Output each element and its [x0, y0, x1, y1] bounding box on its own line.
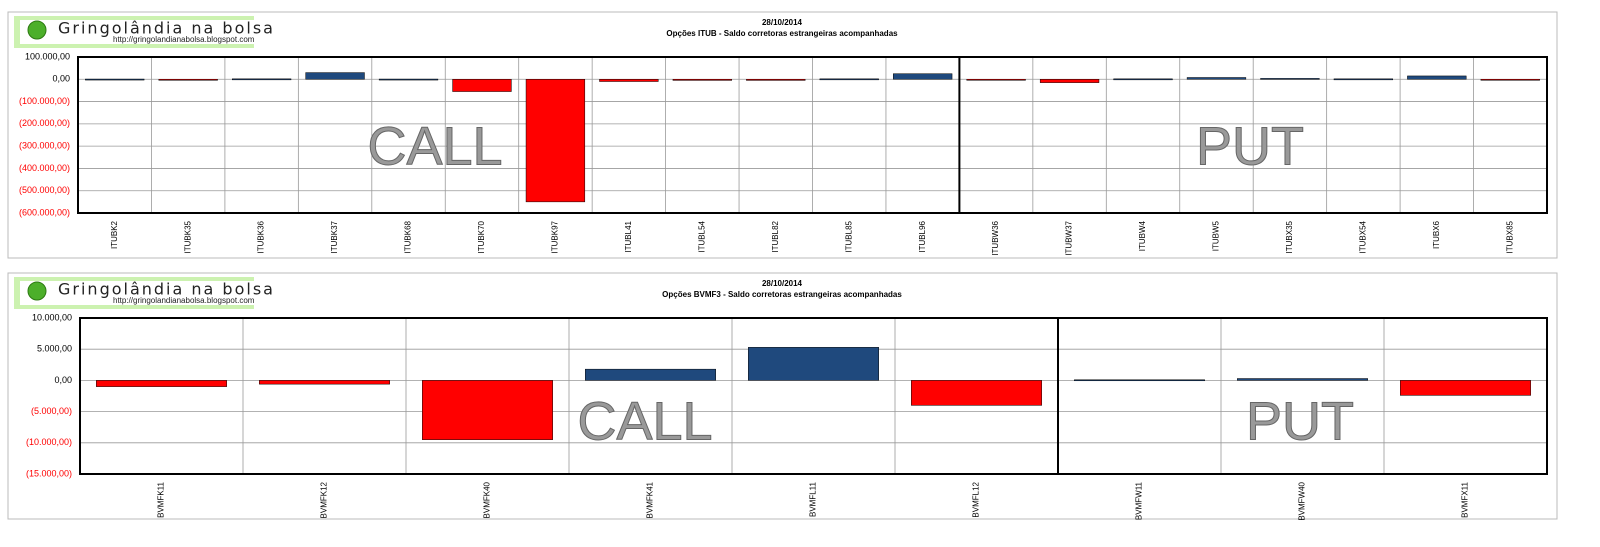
x-tick-label: BVMFK40: [483, 481, 492, 518]
y-tick-label: (200.000,00): [19, 118, 70, 128]
bar: [1407, 75, 1467, 80]
y-tick-label: (5.000,00): [31, 406, 72, 416]
bar: [1260, 78, 1320, 80]
logo-url: http://gringolandianabolsa.blogspot.com: [113, 296, 255, 305]
chart-subtitle: Opções BVMF3 - Saldo corretoras estrange…: [662, 290, 902, 299]
bar: [911, 380, 1042, 406]
logo-inner: [20, 281, 254, 305]
logo-url: http://gringolandianabolsa.blogspot.com: [113, 35, 255, 44]
y-tick-label: 5.000,00: [37, 344, 72, 354]
x-tick-label: ITUBK37: [330, 220, 339, 253]
panel: [7, 11, 1558, 259]
x-tick-label: BVMFX11: [1461, 481, 1470, 517]
bar: [966, 79, 1026, 81]
bar: [1074, 379, 1205, 382]
y-tick-label: (100.000,00): [19, 96, 70, 106]
x-tick-label: ITUBW4: [1138, 220, 1147, 251]
y-tick-label: (300.000,00): [19, 141, 70, 151]
bar: [525, 79, 586, 203]
bar: [893, 73, 953, 80]
y-tick-label: 100.000,00: [25, 51, 70, 61]
bar: [1039, 79, 1100, 83]
y-tick-label: 10.000,00: [32, 312, 72, 322]
plot-frame: [79, 317, 1548, 475]
bar: [305, 72, 365, 80]
x-tick-label: BVMFK11: [157, 481, 166, 517]
x-tick-label: ITUBW37: [1065, 220, 1074, 255]
x-tick-label: ITUBK97: [551, 220, 560, 253]
x-tick-label: ITUBW36: [991, 220, 1000, 255]
bar: [1186, 77, 1247, 80]
bar: [1480, 79, 1540, 81]
x-tick-label: ITUBX85: [1505, 220, 1514, 253]
x-tick-label: BVMFK41: [646, 481, 655, 518]
x-tick-label: ITUBL82: [771, 220, 780, 252]
x-tick-label: ITUBW5: [1212, 220, 1221, 251]
x-tick-label: ITUBL85: [844, 220, 853, 252]
x-tick-label: BVMFK12: [320, 481, 329, 518]
chart-subtitle: Opções ITUB - Saldo corretoras estrangei…: [666, 29, 898, 38]
y-tick-label: 0,00: [52, 74, 70, 84]
plot-frame: [77, 56, 1548, 214]
x-tick-label: ITUBL41: [624, 220, 633, 252]
x-tick-label: ITUBX35: [1285, 220, 1294, 253]
x-tick-label: ITUBL96: [918, 220, 927, 252]
logo-title: Gringolândia na bolsa: [58, 19, 275, 38]
x-tick-label: ITUBK35: [183, 220, 192, 253]
annotation: PUT: [1196, 116, 1304, 176]
bar: [259, 380, 390, 385]
bar: [1113, 78, 1173, 81]
annotation: PUT: [1246, 391, 1354, 451]
panel: [7, 272, 1558, 520]
chart-title: 28/10/2014: [762, 279, 803, 288]
chart-title: 28/10/2014: [762, 18, 803, 27]
annotation: CALL: [367, 116, 502, 176]
bar: [585, 368, 716, 381]
y-tick-label: 0,00: [54, 375, 72, 385]
bar: [599, 79, 659, 82]
logo-icon: [27, 20, 47, 40]
bar: [672, 79, 732, 81]
x-tick-label: ITUBK36: [257, 220, 266, 253]
bar: [452, 79, 512, 92]
x-tick-label: ITUBK68: [404, 220, 413, 253]
bar: [1333, 78, 1394, 81]
bar: [748, 347, 879, 381]
y-tick-label: (10.000,00): [26, 437, 72, 447]
x-tick-label: ITUBL54: [697, 220, 706, 252]
x-tick-label: ITUBK2: [110, 220, 119, 249]
bar: [85, 78, 145, 81]
x-tick-label: ITUBK70: [477, 220, 486, 253]
bar: [1237, 378, 1368, 381]
annotation: CALL: [577, 391, 712, 451]
y-tick-label: (500.000,00): [19, 185, 70, 195]
bar: [422, 380, 553, 440]
bar: [158, 79, 218, 81]
bar: [819, 78, 879, 81]
bar: [746, 79, 806, 81]
x-tick-label: ITUBX6: [1432, 220, 1441, 249]
bar: [96, 380, 227, 387]
logo-icon: [27, 281, 47, 301]
x-tick-label: BVMFW11: [1135, 481, 1144, 520]
logo-inner: [20, 20, 254, 44]
y-tick-label: (400.000,00): [19, 163, 70, 173]
bar: [378, 78, 439, 81]
bar: [231, 78, 292, 81]
x-tick-label: BVMFW40: [1298, 481, 1307, 520]
y-tick-label: (15.000,00): [26, 468, 72, 478]
x-tick-label: ITUBX54: [1358, 220, 1367, 253]
bar: [1400, 380, 1531, 396]
x-tick-label: BVMFL11: [809, 481, 818, 517]
y-tick-label: (600.000,00): [19, 207, 70, 217]
logo-title: Gringolândia na bolsa: [58, 280, 275, 299]
x-tick-label: BVMFL12: [972, 481, 981, 517]
